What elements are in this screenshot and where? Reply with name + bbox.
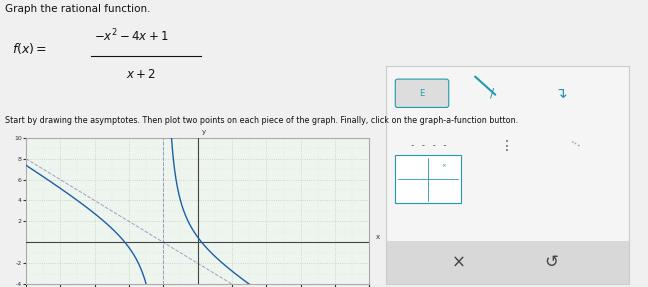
Text: $x+2$: $x+2$ <box>126 68 156 81</box>
Text: - - - -: - - - - <box>410 141 448 150</box>
Text: ⋮: ⋮ <box>500 139 514 153</box>
Text: /: / <box>491 87 494 100</box>
Text: ×: × <box>441 163 446 168</box>
FancyBboxPatch shape <box>386 241 629 284</box>
Text: $f(x)=$: $f(x)=$ <box>12 41 47 56</box>
FancyBboxPatch shape <box>395 156 461 203</box>
Text: ↺: ↺ <box>544 253 558 271</box>
Text: Start by drawing the asymptotes. Then plot two points on each piece of the graph: Start by drawing the asymptotes. Then pl… <box>5 116 518 125</box>
Text: $-x^2-4x+1$: $-x^2-4x+1$ <box>94 28 168 44</box>
Text: E: E <box>419 89 424 98</box>
Text: ⋅⋅⋅: ⋅⋅⋅ <box>566 137 584 154</box>
Text: x: x <box>376 234 380 240</box>
Text: Graph the rational function.: Graph the rational function. <box>5 4 151 14</box>
Text: ↴: ↴ <box>554 86 567 101</box>
Text: y: y <box>202 129 206 135</box>
Text: ×: × <box>452 253 465 271</box>
FancyBboxPatch shape <box>395 79 448 107</box>
